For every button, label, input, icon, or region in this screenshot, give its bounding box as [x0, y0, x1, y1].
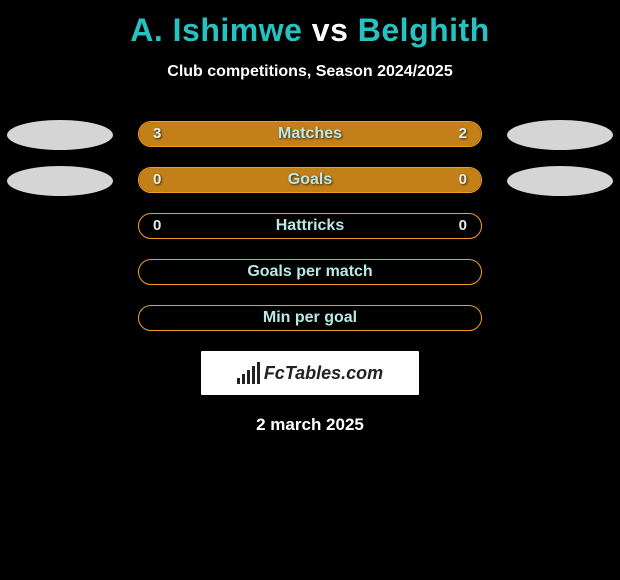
fctables-logo[interactable]: FcTables.com: [201, 351, 419, 395]
player1-name: A. Ishimwe: [130, 12, 302, 48]
subtitle: Club competitions, Season 2024/2025: [0, 63, 620, 81]
stat-bar: Goals per match: [138, 259, 482, 285]
player1-avatar: [7, 120, 113, 150]
player2-avatar: [507, 166, 613, 196]
stat-bar: 32Matches: [138, 121, 482, 147]
date-label: 2 march 2025: [0, 415, 620, 435]
stat-label: Min per goal: [139, 306, 481, 330]
logo-bars-icon: [237, 362, 260, 384]
title-vs: vs: [312, 12, 349, 48]
stat-row: 00Hattricks: [0, 213, 620, 241]
stat-row: Min per goal: [0, 305, 620, 333]
player1-avatar: [7, 166, 113, 196]
page-title: A. Ishimwe vs Belghith: [0, 0, 620, 49]
stats-rows: 32Matches 00Goals 00Hattricks Goals per mat…: [0, 121, 620, 333]
comparison-card: A. Ishimwe vs Belghith Club competitions…: [0, 0, 620, 580]
stat-label: Goals: [139, 168, 481, 192]
stat-label: Hattricks: [139, 214, 481, 238]
stat-label: Matches: [139, 122, 481, 146]
stat-row: 00Goals: [0, 167, 620, 195]
stat-row: 32Matches: [0, 121, 620, 149]
stat-bar: 00Goals: [138, 167, 482, 193]
stat-row: Goals per match: [0, 259, 620, 287]
stat-label: Goals per match: [139, 260, 481, 284]
stat-bar: Min per goal: [138, 305, 482, 331]
player2-name: Belghith: [358, 12, 490, 48]
logo-text: FcTables.com: [264, 363, 383, 384]
player2-avatar: [507, 120, 613, 150]
stat-bar: 00Hattricks: [138, 213, 482, 239]
